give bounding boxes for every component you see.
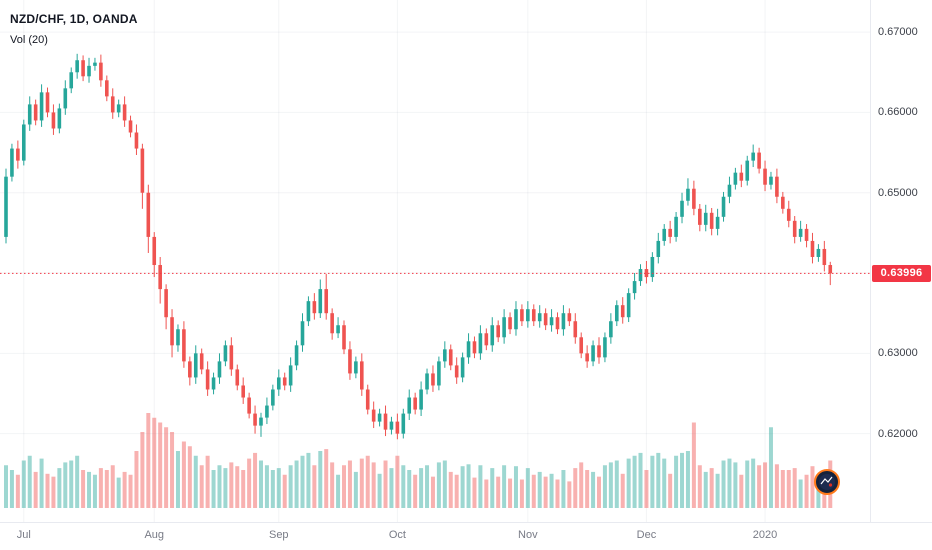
price-axis-label: 0.65000 (878, 186, 918, 199)
last-price-badge: 0.63996 (872, 264, 931, 282)
time-axis[interactable]: Jul Aug Sep Oct Nov Dec 2020 (0, 522, 932, 550)
time-axis-label: Jul (16, 529, 31, 541)
time-axis-label: Aug (144, 529, 165, 541)
price-axis-label: 0.66000 (878, 106, 918, 119)
avatar-flag-icon (819, 474, 835, 490)
time-axis-label: Dec (636, 529, 657, 541)
time-axis-label: 2020 (752, 529, 778, 541)
candlestick-chart[interactable] (0, 0, 870, 522)
price-axis[interactable]: 0.63996 0.67000 0.66000 0.65000 0.63000 0.62… (870, 0, 932, 522)
price-axis-label: 0.63000 (878, 347, 918, 360)
time-axis-label: Oct (388, 529, 406, 541)
chart-pane[interactable]: NZD/CHF, 1D, OANDA Vol (20) (0, 0, 870, 522)
price-axis-label: 0.67000 (878, 26, 918, 39)
time-axis-label: Nov (518, 529, 538, 541)
idea-author-avatar[interactable] (814, 469, 840, 495)
price-axis-label: 0.62000 (878, 427, 918, 440)
time-axis-label: Sep (268, 529, 289, 541)
